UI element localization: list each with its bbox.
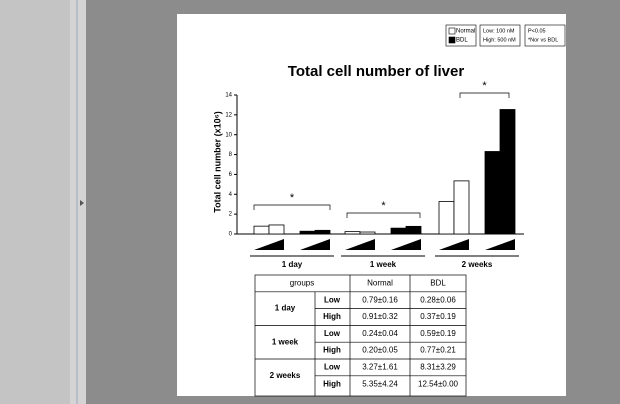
table-cell: 5.35±4.24 bbox=[362, 379, 398, 388]
table-cell: 0.24±0.04 bbox=[362, 329, 398, 338]
table-group: 2 weeks bbox=[270, 371, 301, 380]
significance-star: * bbox=[482, 80, 487, 92]
table-cell: 0.77±0.21 bbox=[420, 346, 456, 355]
table-cell: 0.79±0.16 bbox=[362, 295, 398, 304]
table-cell: 12.54±0.00 bbox=[418, 379, 459, 388]
table-cell: 8.31±3.29 bbox=[420, 363, 456, 372]
table-header: Normal bbox=[367, 279, 393, 288]
table-dose: High bbox=[323, 312, 341, 321]
significance-bracket bbox=[459, 92, 510, 98]
legend-note-box bbox=[524, 24, 566, 47]
table-cell: 0.20±0.05 bbox=[362, 346, 398, 355]
bar bbox=[359, 231, 376, 235]
bar bbox=[253, 225, 270, 235]
bar bbox=[314, 229, 331, 235]
significance-star: * bbox=[381, 200, 386, 212]
legend-note: *Nor vs BDL bbox=[528, 37, 558, 43]
table-dose: Low bbox=[324, 363, 341, 372]
dose-wedge bbox=[345, 239, 375, 250]
significance-star: * bbox=[290, 192, 295, 204]
bar bbox=[453, 180, 470, 235]
y-tick-label: 6 bbox=[229, 172, 233, 178]
significance-bracket bbox=[253, 204, 331, 210]
table-group: 1 day bbox=[275, 304, 296, 313]
bar bbox=[390, 227, 407, 235]
dose-wedge bbox=[439, 239, 469, 250]
table-header: BDL bbox=[430, 279, 446, 288]
y-tick-label: 4 bbox=[229, 192, 233, 198]
y-tick-label: 0 bbox=[229, 232, 233, 238]
y-tick-label: 2 bbox=[229, 212, 233, 218]
table-group: 1 week bbox=[272, 337, 299, 346]
group-label: 1 week bbox=[370, 260, 397, 269]
table-header: groups bbox=[290, 279, 314, 288]
bar bbox=[405, 225, 422, 235]
y-tick-label: 14 bbox=[225, 93, 232, 99]
table-dose: Low bbox=[324, 295, 341, 304]
y-axis-label: Total cell number (x10⁶) bbox=[212, 111, 222, 213]
table-cell: 0.37±0.19 bbox=[420, 312, 456, 321]
legend-swatch bbox=[448, 27, 456, 35]
dose-wedge bbox=[485, 239, 515, 250]
table-frame bbox=[254, 274, 467, 397]
bar bbox=[438, 201, 455, 235]
legend-label: BDL bbox=[456, 38, 468, 44]
legend-note: Low: 100 nM bbox=[483, 28, 515, 34]
group-label: 2 weeks bbox=[462, 260, 493, 269]
legend-label: Normal bbox=[456, 29, 475, 35]
table-cell: 0.28±0.06 bbox=[420, 295, 456, 304]
bar bbox=[268, 224, 285, 235]
table-cell: 3.27±1.61 bbox=[362, 363, 398, 372]
y-tick-label: 12 bbox=[225, 112, 232, 118]
splitter bbox=[70, 0, 86, 404]
y-tick-label: 8 bbox=[229, 152, 233, 158]
bar bbox=[499, 109, 516, 235]
legend-note: High: 500 nM bbox=[483, 37, 516, 43]
legend-note: P<0.05 bbox=[528, 28, 546, 34]
sidebar bbox=[0, 0, 70, 404]
bar bbox=[299, 230, 316, 235]
chart-title: Total cell number of liver bbox=[288, 63, 465, 80]
dose-wedge bbox=[254, 239, 284, 250]
dose-wedge bbox=[391, 239, 421, 250]
table-dose: Low bbox=[324, 329, 341, 338]
y-tick-label: 10 bbox=[225, 132, 232, 138]
legend-swatch bbox=[448, 36, 456, 44]
collapse-arrow[interactable] bbox=[80, 200, 84, 206]
table-dose: High bbox=[323, 379, 341, 388]
bar bbox=[484, 151, 501, 235]
group-label: 1 day bbox=[282, 260, 303, 269]
significance-bracket bbox=[346, 212, 421, 218]
legend-note-box bbox=[479, 24, 521, 47]
bar bbox=[344, 231, 361, 235]
table-cell: 0.91±0.32 bbox=[362, 312, 398, 321]
dose-wedge bbox=[300, 239, 330, 250]
table-dose: High bbox=[323, 346, 341, 355]
table-cell: 0.59±0.19 bbox=[420, 329, 456, 338]
legend-box bbox=[445, 24, 477, 47]
